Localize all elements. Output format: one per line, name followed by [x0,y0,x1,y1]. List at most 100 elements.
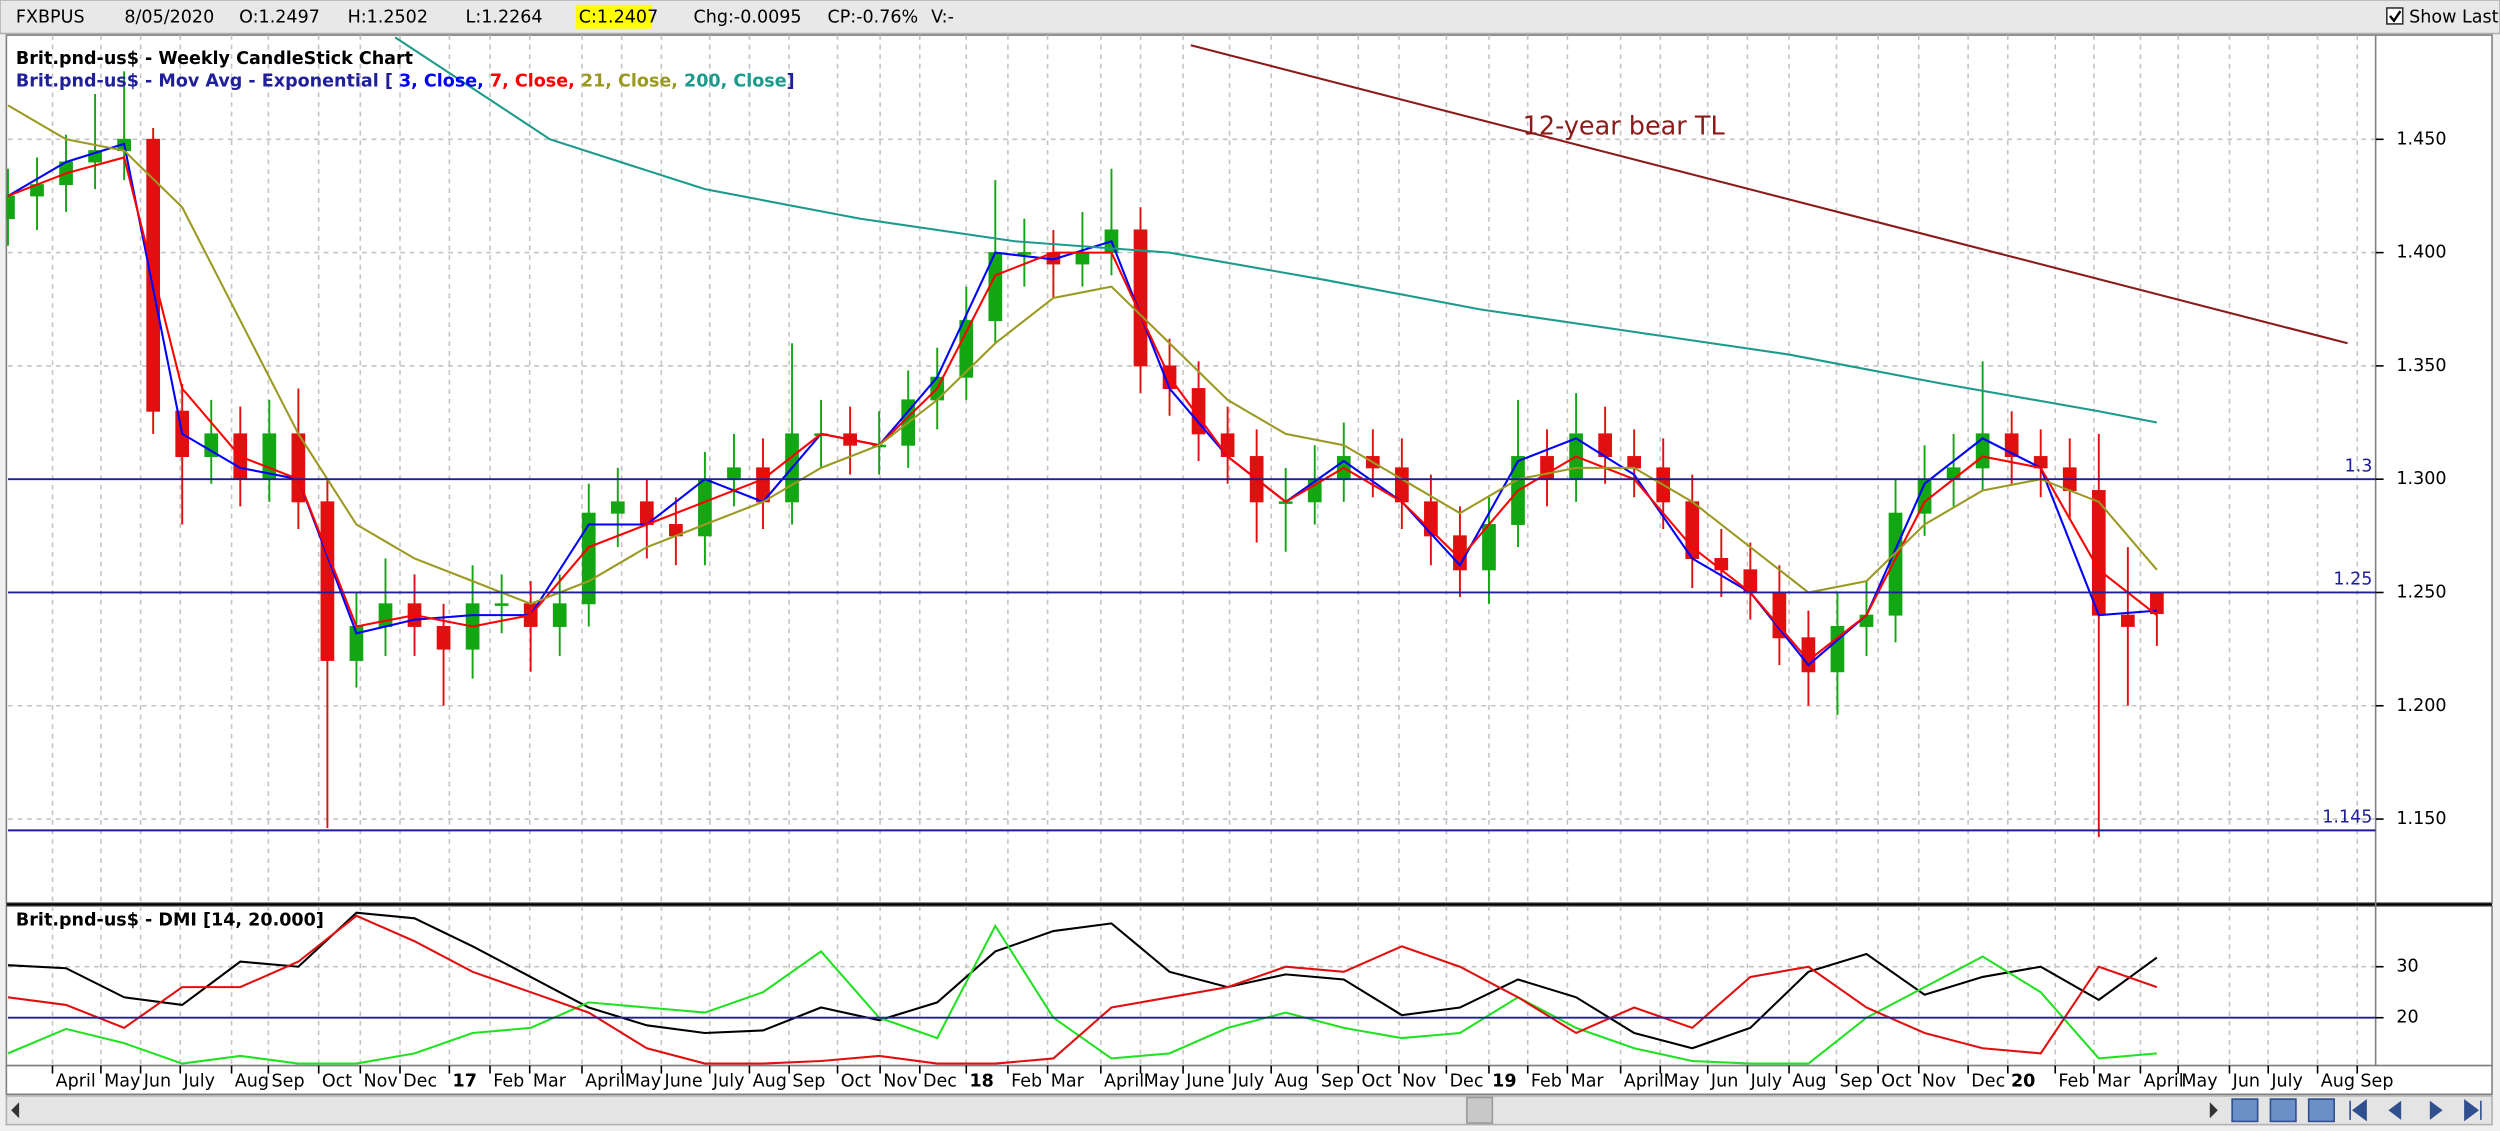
x-tick-label: Aug [1274,1072,1308,1092]
x-tick-label: Mar [1051,1072,1085,1092]
x-tick-label: July [2270,1072,2303,1092]
x-tick-label: July [182,1072,215,1092]
candle-body [436,625,451,650]
zoom-out[interactable] [2269,1098,2297,1123]
legend-entry: 21, Close, [581,71,678,91]
x-tick-label: Sep [792,1072,825,1092]
candle-body [1627,456,1642,469]
x-tick-label: Oct [841,1072,871,1092]
level-label: 1.145 [2322,808,2372,828]
zoom-in[interactable] [2231,1098,2259,1123]
legend-suffix: ] [787,71,795,91]
x-tick-label: Aug [1792,1072,1826,1092]
candle-body [2120,614,2135,627]
legend: Brit.pnd-us$ - Mov Avg - Exponential [ 3… [16,71,795,91]
x-tick-label: Dec [1450,1072,1484,1092]
x-tick-label: Aug [2321,1072,2355,1092]
x-tick-label: Oct [322,1072,352,1092]
dmi-line [7,911,2158,1050]
close-highlight [575,4,653,29]
x-tick-label: Jun [1710,1072,1738,1092]
zoom-fit[interactable] [2307,1098,2335,1123]
high: H:1.2502 [348,8,428,28]
x-tick-label: Sep [1321,1072,1354,1092]
x-tick-label: May [2181,1072,2217,1092]
dmi-line [7,914,2158,1065]
x-tick-label: Dec [403,1072,437,1092]
x-tick-label: Nov [1922,1072,1956,1092]
legend-entry: 3, Close, [399,71,484,91]
y-tick-label: 1.450 [2396,129,2446,149]
x-tick-label: April [56,1072,96,1092]
candle-body [1714,558,1729,571]
x-tick-label: Mar [533,1072,567,1092]
y-tick-label: 1.200 [2396,696,2446,716]
x-tick-label: 20 [2011,1072,2035,1092]
x-tick-label: Mar [1571,1072,1605,1092]
open: O:1.2497 [239,8,320,28]
candle-body [1888,512,1903,616]
moving-average [7,104,2158,605]
x-tick-label: June [664,1072,703,1092]
x-tick-label: Jun [143,1072,171,1092]
main-panel [5,34,2493,904]
x-tick-label: Sep [1840,1072,1873,1092]
scroll-left[interactable] [11,1102,20,1119]
x-tick-label: May [1663,1072,1699,1092]
go-first[interactable] [2349,1099,2367,1122]
x-tick-label: Dec [1971,1072,2005,1092]
scroll-right[interactable] [2209,1102,2218,1119]
go-forward[interactable] [2429,1100,2443,1120]
x-tick-label: May [625,1072,661,1092]
y-tick-label: 1.300 [2396,469,2446,489]
x-tick-label: May [1144,1072,1180,1092]
trendline [1190,44,2348,345]
x-tick-label: Feb [1011,1072,1042,1092]
x-tick-label: Jun [2232,1072,2260,1092]
x-tick-label: Nov [883,1072,917,1092]
show-last[interactable]: Show Last [2409,8,2498,28]
y-tick-label: 1.150 [2396,809,2446,829]
x-tick-label: Oct [1881,1072,1911,1092]
moving-average [394,36,2158,424]
x-tick-label: April [1104,1072,1144,1092]
candle-body [1859,614,1874,627]
candle-body [1394,467,1409,503]
candle-body [552,603,567,627]
scrollbar[interactable] [5,1095,2493,1126]
candle-body [378,603,393,627]
scroll-thumb[interactable] [1466,1096,1494,1124]
y-tick-label: 1.250 [2396,582,2446,602]
go-last[interactable] [2464,1099,2482,1122]
x-tick-label: June [1185,1072,1224,1092]
change-percent: CP:-0.76% [827,8,918,28]
x-tick-label: July [1750,1072,1783,1092]
close: C:1.2407 [579,8,658,28]
candle-body [1075,252,1090,265]
dmi-line [7,923,2157,1065]
moving-average [7,142,2157,667]
dmi-title: Brit.pnd-us$ - DMI [14, 20.000] [16,910,324,930]
x-tick-label: 19 [1492,1072,1516,1092]
x-tick-label: Aug [753,1072,787,1092]
x-tick-label: Dec [923,1072,957,1092]
legend-prefix: Brit.pnd-us$ - Mov Avg - Exponential [ [16,71,393,91]
x-tick-label: July [712,1072,745,1092]
level-label: 1.25 [2333,570,2372,590]
volume: V:- [931,8,954,28]
candle-body [1017,252,1032,255]
candle-body [494,603,509,606]
candle-body [88,150,102,163]
low: L:1.2264 [466,8,543,28]
candle-body [581,512,596,605]
x-tick-label: April [2144,1072,2184,1092]
toolbar [0,0,2500,35]
change: Chg:-0.0095 [694,8,802,28]
dmi-panel [5,905,2493,1067]
go-back[interactable] [2388,1100,2402,1120]
level-label: 1.3 [2345,456,2373,476]
x-tick-label: Oct [1361,1072,1391,1092]
y-tick-label: 1.350 [2396,356,2446,376]
x-tick-label: Feb [493,1072,524,1092]
